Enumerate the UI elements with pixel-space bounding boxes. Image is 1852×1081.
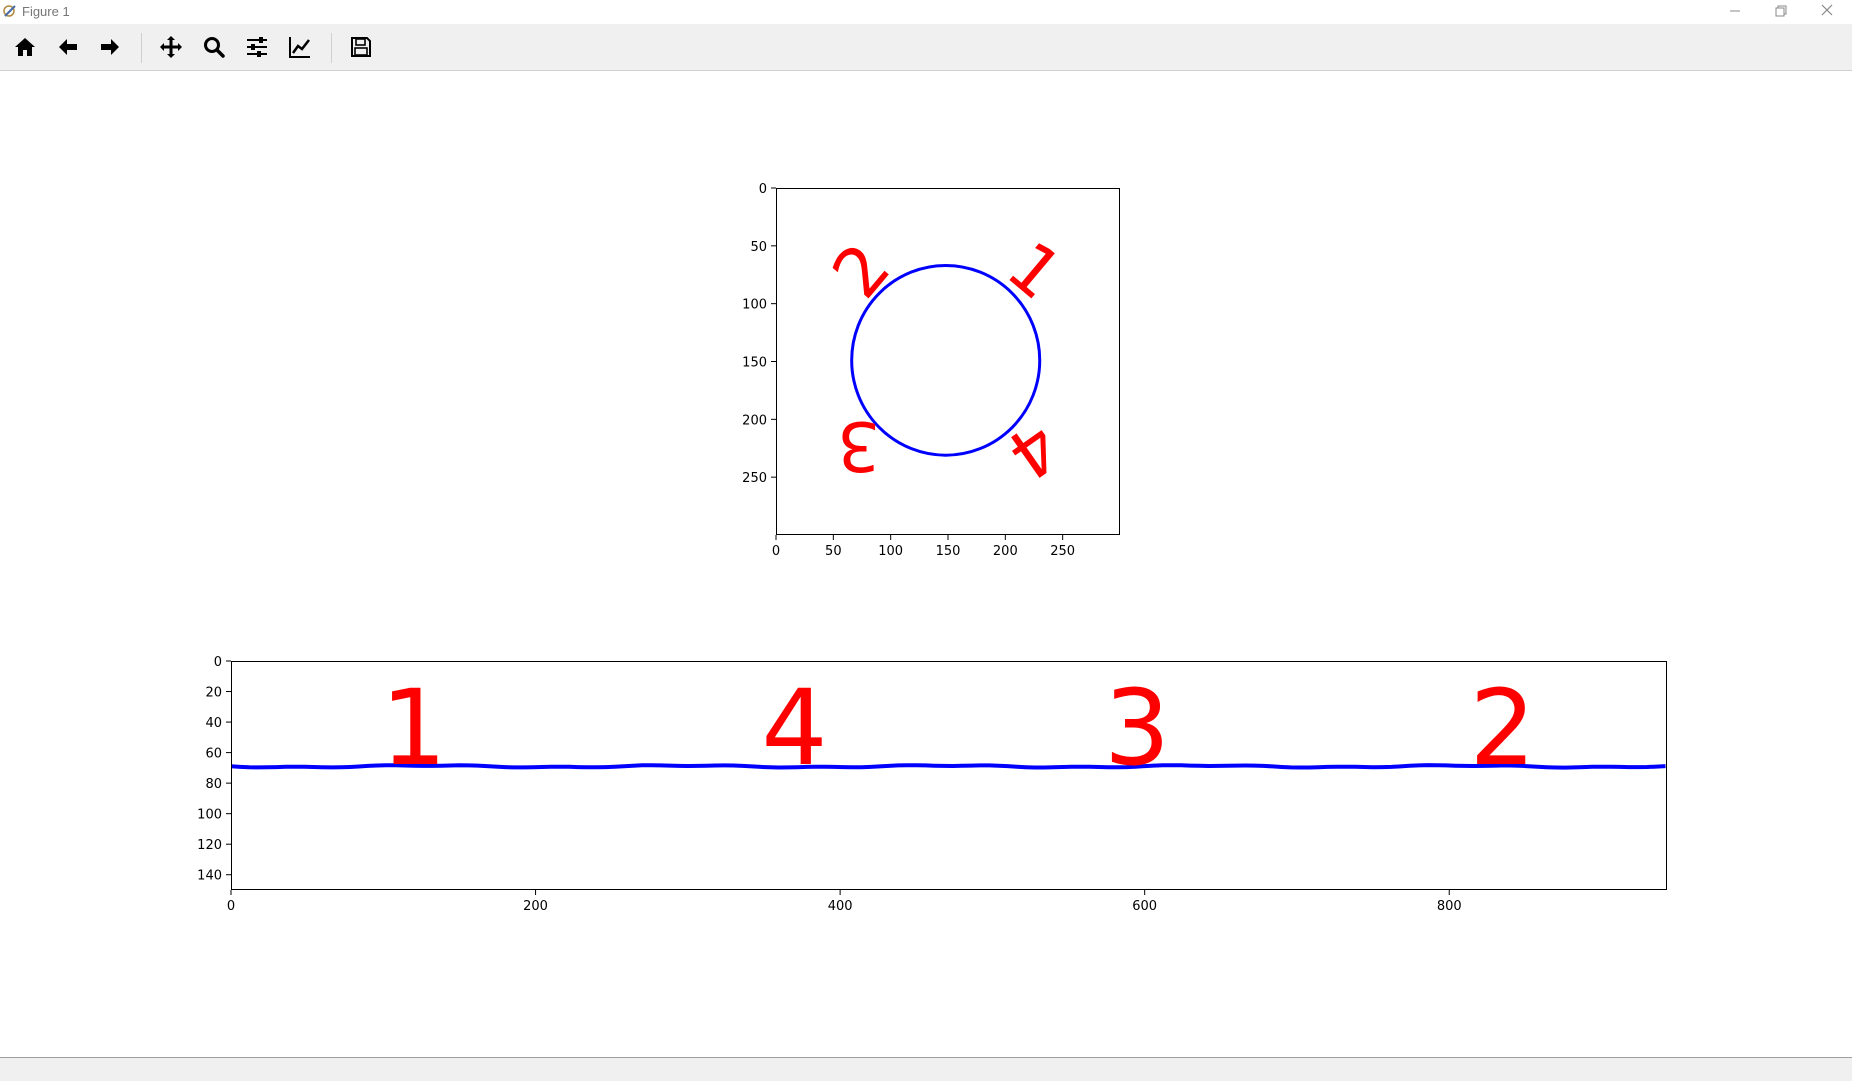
close-button[interactable] [1804, 0, 1850, 24]
zoom-button[interactable] [197, 30, 231, 64]
y-tick-label: 200 [742, 413, 767, 428]
digit-label: 3 [837, 405, 880, 484]
chart-line-icon [289, 37, 310, 58]
y-tick-label: 100 [197, 808, 222, 823]
blue-circle [850, 263, 1042, 457]
x-tick-label: 200 [993, 544, 1018, 559]
app-icon [2, 3, 18, 23]
y-tick-label: 140 [197, 869, 222, 884]
x-tick-label: 0 [227, 899, 235, 914]
navigation-toolbar [0, 24, 1852, 71]
digit-label: 1 [992, 227, 1076, 315]
arrow-left-icon [59, 39, 77, 55]
image-content: 1 2 3 4 [818, 227, 1076, 494]
status-bar [0, 1057, 1852, 1081]
x-tick-label: 100 [878, 544, 903, 559]
restore-button[interactable] [1758, 0, 1804, 24]
magnifier-icon [204, 37, 225, 58]
y-tick-label: 0 [214, 655, 222, 670]
y-tick-label: 150 [742, 356, 767, 371]
arrow-right-icon [101, 39, 119, 55]
back-button[interactable] [51, 30, 85, 64]
home-icon [15, 38, 35, 56]
y-tick-label: 50 [750, 240, 767, 255]
y-tick-label: 100 [742, 298, 767, 313]
x-tick-label: 150 [936, 544, 961, 559]
digit-label: 2 [1469, 667, 1535, 789]
figure-canvas[interactable]: 1 2 3 4 0 50 100 150 200 250 0 50 100 150 200 250 1 4 3 2 0 2… [0, 71, 1852, 1057]
x-tick-label: 50 [825, 544, 842, 559]
customize-button[interactable] [283, 30, 317, 64]
axes-frame [231, 661, 1667, 890]
digit-label: 1 [381, 667, 447, 789]
x-tick-label: 0 [772, 544, 780, 559]
sliders-icon [247, 37, 267, 57]
y-tick-label: 20 [205, 686, 222, 701]
close-icon [1821, 4, 1833, 16]
digit-label: 4 [992, 405, 1073, 495]
save-button[interactable] [344, 30, 378, 64]
x-tick-label: 600 [1132, 899, 1157, 914]
move-icon [160, 36, 182, 58]
toolbar-separator [331, 33, 332, 63]
minimize-button[interactable] [1712, 0, 1758, 24]
y-tick-label: 0 [759, 182, 767, 197]
digit-label: 3 [1104, 667, 1170, 789]
x-tick-label: 250 [1050, 544, 1075, 559]
x-tick-label: 200 [523, 899, 548, 914]
pan-button[interactable] [154, 30, 188, 64]
axes-frame [776, 188, 1120, 535]
image-content: 1 4 3 2 [231, 667, 1666, 789]
y-tick-label: 120 [197, 838, 222, 853]
y-tick-label: 60 [205, 747, 222, 762]
forward-button[interactable] [93, 30, 127, 64]
home-button[interactable] [8, 30, 42, 64]
title-bar: Figure 1 [0, 0, 1852, 24]
x-tick-label: 800 [1437, 899, 1462, 914]
floppy-disk-icon [351, 37, 371, 57]
y-tick-label: 80 [205, 777, 222, 792]
y-tick-label: 250 [742, 471, 767, 486]
subplots-button[interactable] [240, 30, 274, 64]
blue-line [231, 763, 1666, 770]
window-title: Figure 1 [22, 4, 70, 19]
toolbar-separator [141, 33, 142, 63]
x-tick-label: 400 [828, 899, 853, 914]
y-tick-label: 40 [205, 716, 222, 731]
digit-label: 4 [761, 667, 827, 789]
digit-label: 2 [818, 229, 906, 313]
restore-icon [1775, 5, 1787, 17]
axes-1: 1 2 3 4 0 50 100 150 200 250 0 50 100 150 200 250 [742, 182, 1120, 559]
